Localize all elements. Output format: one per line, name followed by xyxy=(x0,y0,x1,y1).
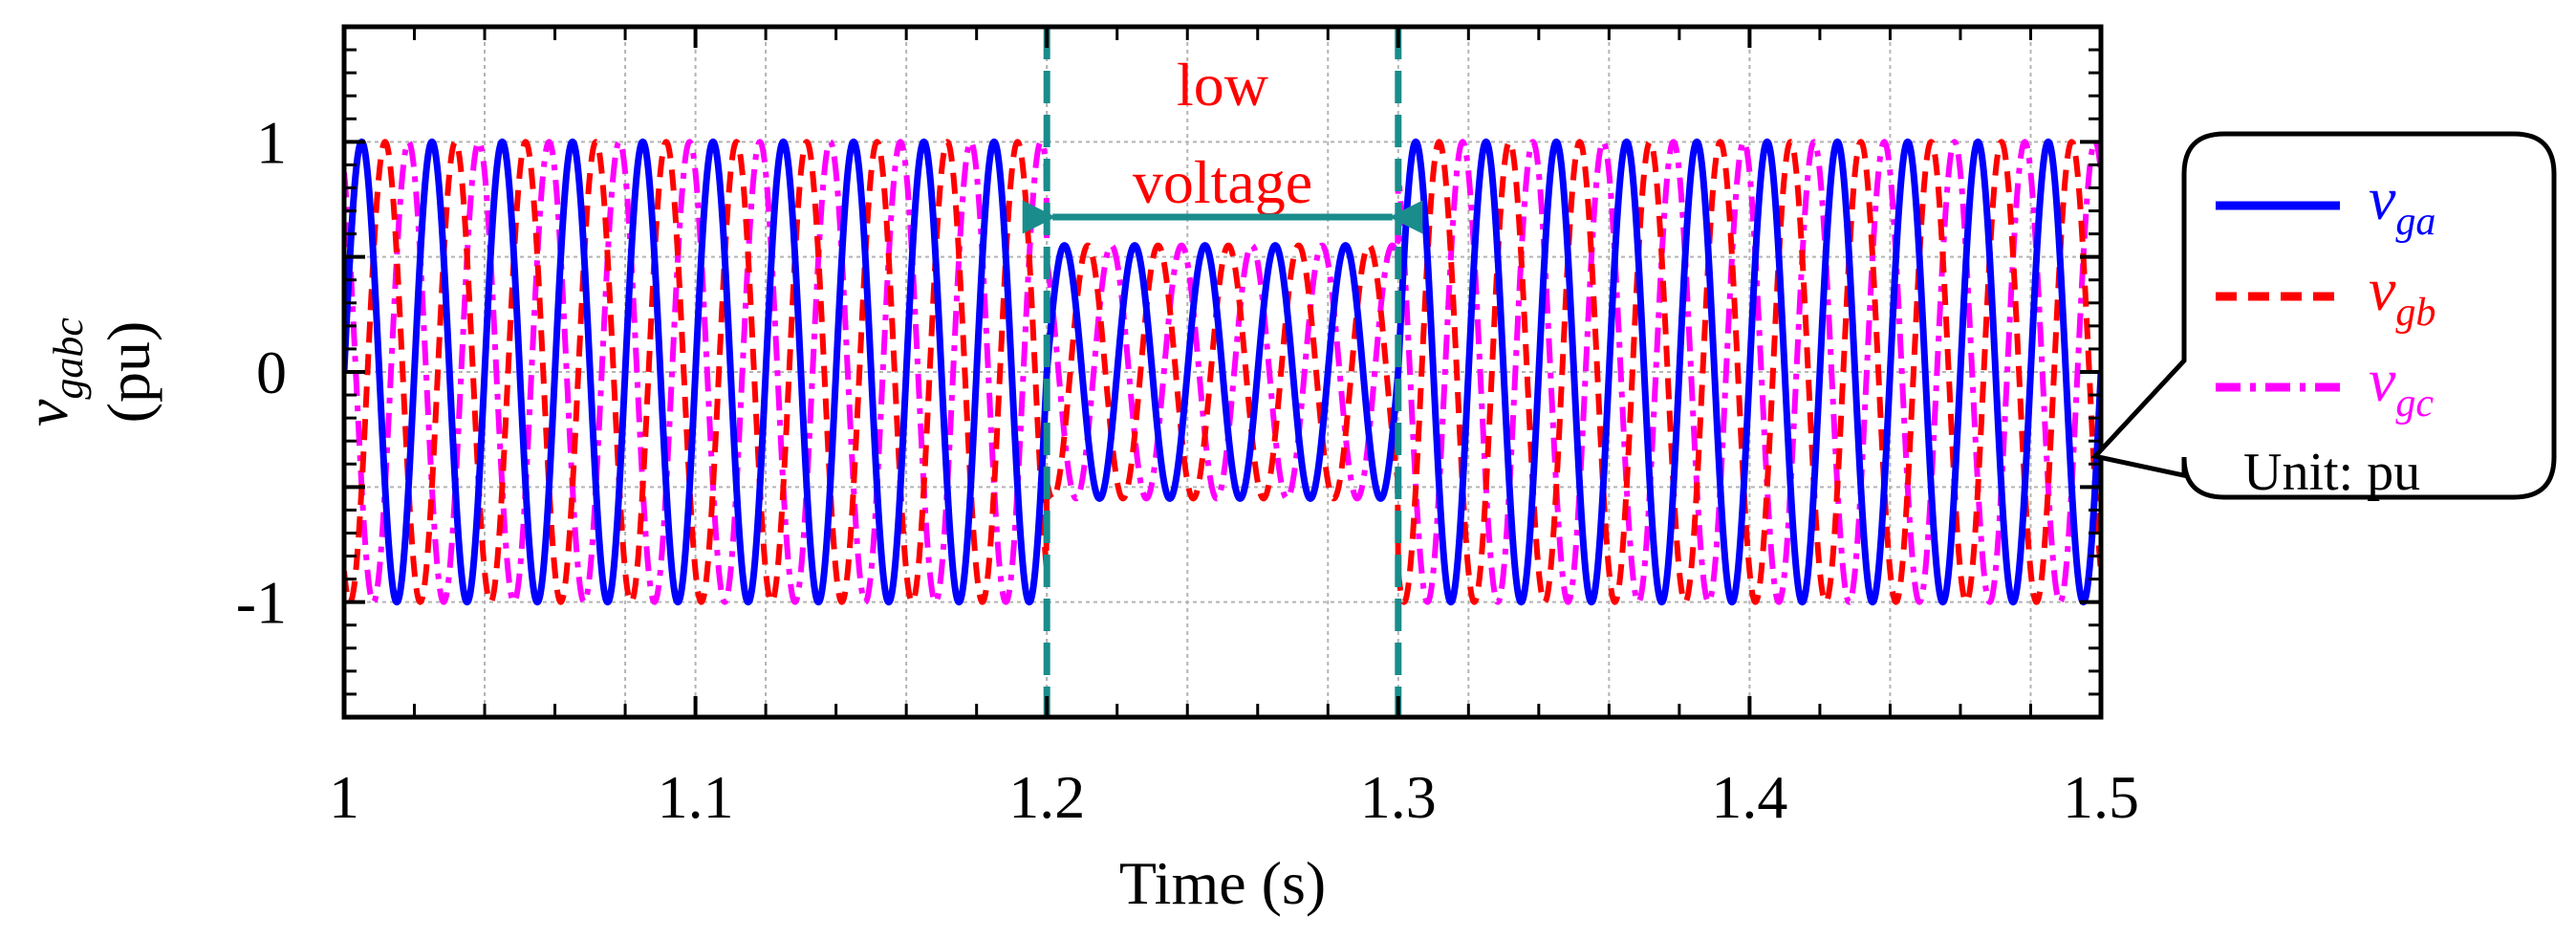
y-axis-title: vgabc (pu) xyxy=(12,317,162,426)
svg-text:vgabc: vgabc xyxy=(12,317,92,426)
y-tick-label: 1 xyxy=(256,108,287,176)
y-tick-label: -1 xyxy=(236,569,287,637)
annotation-line-1: low xyxy=(1177,51,1268,119)
legend: vga vgb vgc Unit: pu xyxy=(2090,131,2557,502)
legend-label-vgb: vgb xyxy=(2369,255,2435,335)
x-tick-label: 1.1 xyxy=(658,763,734,831)
annotation-line-2: voltage xyxy=(1133,148,1312,216)
y-tick-label: 0 xyxy=(256,338,287,406)
y-axis-subscript: gabc xyxy=(45,317,92,400)
x-tick-label: 1.4 xyxy=(1711,763,1787,831)
x-tick-label: 1.5 xyxy=(2063,763,2139,831)
x-tick-label: 1.2 xyxy=(1008,763,1085,831)
x-axis-title: Time (s) xyxy=(1119,849,1326,917)
legend-box xyxy=(2090,131,2557,500)
low-voltage-annotation: low voltage xyxy=(1022,51,1423,234)
x-tick-label: 1.3 xyxy=(1360,763,1437,831)
event-lines xyxy=(1043,27,1402,717)
y-axis-unit: (pu) xyxy=(95,321,162,424)
y-axis-symbol: v xyxy=(12,399,80,426)
series-layer xyxy=(344,138,2101,606)
x-tick-label: 1 xyxy=(329,763,359,831)
legend-label-vgc: vgc xyxy=(2369,346,2434,426)
legend-label-vga: vga xyxy=(2369,164,2435,244)
legend-unit-note: Unit: pu xyxy=(2243,443,2420,502)
series-line-vgc xyxy=(344,139,2101,605)
axis-ticks: 1 1.1 1.2 1.3 1.4 1.5 -1 0 1 xyxy=(236,27,2139,831)
series-line-vga xyxy=(344,138,2101,606)
